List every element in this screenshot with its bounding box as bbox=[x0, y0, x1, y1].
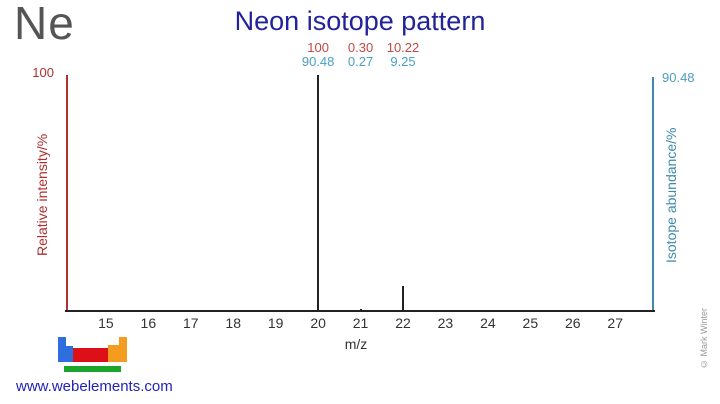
x-tick-label: 19 bbox=[267, 315, 284, 331]
x-tick-label: 25 bbox=[522, 315, 539, 331]
peak-line-mz-21 bbox=[359, 309, 362, 310]
x-axis-baseline bbox=[65, 310, 655, 312]
logo-fblock-icon bbox=[64, 366, 121, 372]
x-tick-label: 21 bbox=[352, 315, 369, 331]
x-tick-label: 17 bbox=[182, 315, 199, 331]
plot-area bbox=[66, 75, 653, 310]
x-axis-tick-labels: 15 16 17 18 19 20 21 22 23 24 25 26 27 bbox=[66, 315, 653, 331]
element-symbol: Ne bbox=[14, 0, 75, 49]
left-axis-max-label: 100 bbox=[32, 65, 54, 80]
x-tick-label: 20 bbox=[310, 315, 326, 331]
x-tick-label: 26 bbox=[564, 315, 581, 331]
webelements-periodic-table-logo bbox=[58, 336, 128, 376]
peak-abundance-label: 90.48 bbox=[301, 54, 335, 69]
logo-dblock-icon bbox=[73, 348, 108, 362]
x-tick-label: 24 bbox=[480, 315, 496, 331]
peak-intensity-label: 100 bbox=[307, 40, 329, 55]
peak-abundance-label: 0.27 bbox=[347, 54, 374, 69]
right-axis-max-label: 90.48 bbox=[662, 70, 695, 85]
x-tick-label: 27 bbox=[607, 315, 624, 331]
logo-pblock-icon bbox=[108, 345, 127, 362]
left-axis-title: Relative intensity/% bbox=[34, 133, 50, 257]
chart-title: Neon isotope pattern bbox=[234, 6, 486, 36]
peak-abundance-label: 9.25 bbox=[390, 54, 416, 69]
x-tick-label: 16 bbox=[140, 315, 157, 331]
left-axis-line bbox=[66, 75, 68, 312]
right-axis-title: Isotope abundance/% bbox=[663, 127, 679, 263]
webelements-url-link[interactable]: www.webelements.com bbox=[16, 378, 173, 395]
abundance-values-row: 90.48 0.27 9.25 bbox=[66, 54, 653, 69]
logo-sblock-top-icon bbox=[58, 337, 66, 346]
copyright-text: © Mark Winter bbox=[699, 307, 709, 369]
x-tick-label: 22 bbox=[395, 315, 411, 331]
logo-helium-cell-icon bbox=[119, 337, 127, 345]
logo-sblock-icon bbox=[58, 346, 73, 362]
right-axis-line bbox=[652, 77, 654, 312]
peak-line-mz-22 bbox=[402, 285, 404, 310]
x-tick-label: 18 bbox=[225, 315, 242, 331]
peak-intensity-label: 10.22 bbox=[386, 40, 420, 55]
peak-intensity-label: 0.30 bbox=[347, 40, 374, 55]
intensity-values-row: 100 0.30 10.22 bbox=[66, 40, 653, 55]
x-axis-title: m/z bbox=[344, 336, 368, 352]
x-tick-label: 15 bbox=[98, 315, 114, 331]
peak-line-mz-20 bbox=[317, 75, 320, 310]
x-tick-label: 23 bbox=[437, 315, 454, 331]
